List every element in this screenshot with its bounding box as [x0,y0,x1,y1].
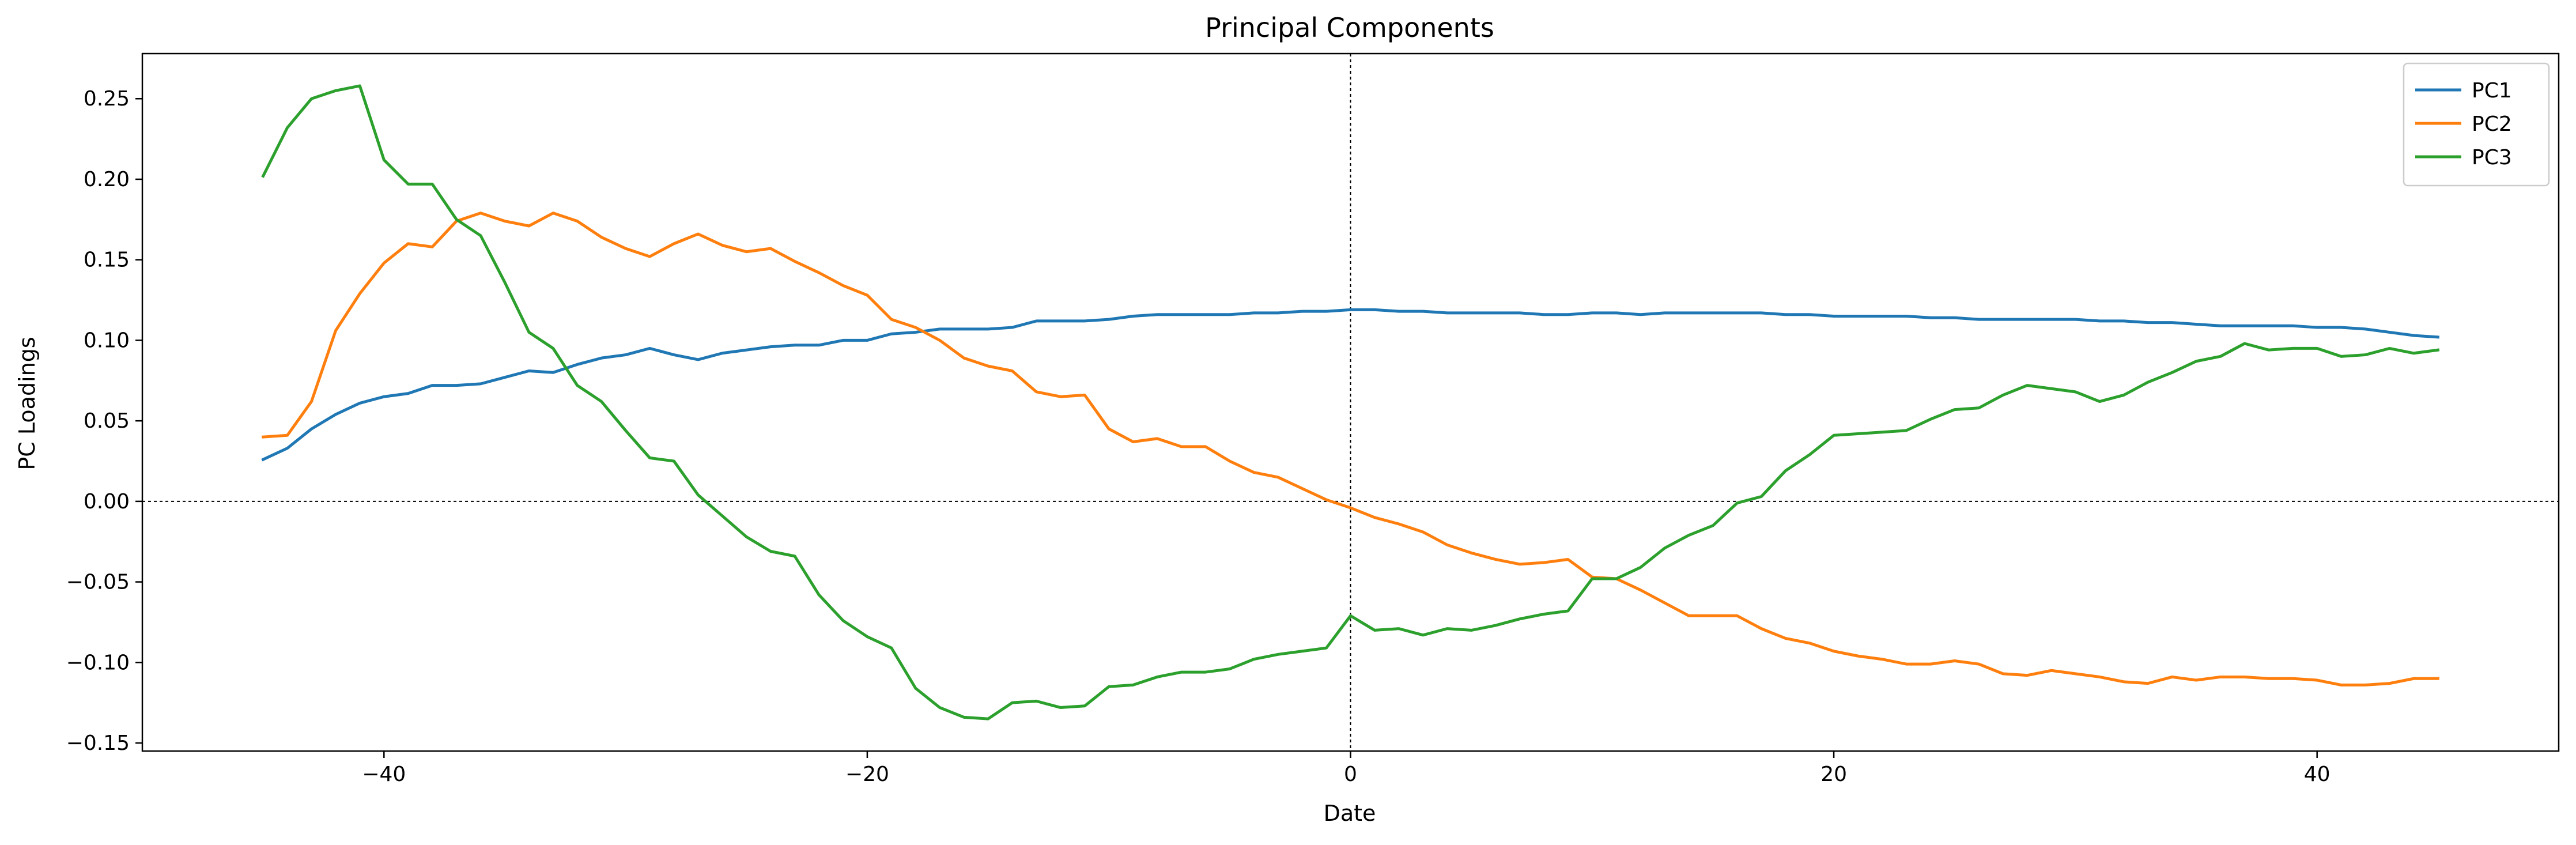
x-tick-label: 0 [1344,763,1357,786]
chart-title: Principal Components [1205,12,1494,43]
x-tick-label: −20 [845,763,889,786]
x-axis-label: Date [1324,801,1376,826]
y-tick-label: −0.10 [66,651,130,674]
plot-area [142,54,2559,751]
series-line-pc1 [261,308,2440,462]
y-tick-label: 0.20 [84,168,130,191]
x-tick-label: 40 [2304,763,2331,786]
axis-ticks: −40 −20 0 20 40 −0.15 −0.10 −0.05 0.00 0.05 0.10 0.… [66,87,2331,786]
legend: PC1 PC2 PC3 [2403,62,2550,187]
y-tick-label: −0.05 [66,571,130,594]
y-tick-label: 0.05 [84,409,130,433]
x-tick-label: −40 [362,763,406,786]
x-tick-label: 20 [1820,763,1847,786]
legend-label-pc3: PC3 [2472,146,2512,169]
y-tick-label: 0.00 [84,490,130,514]
legend-label-pc2: PC2 [2472,112,2512,136]
y-tick-label: 0.25 [84,87,130,111]
series-line-pc3 [261,84,2440,720]
legend-box [2403,62,2550,187]
legend-label-pc1: PC1 [2472,79,2512,103]
series-line-pc2 [261,212,2439,686]
y-tick-label: 0.10 [84,329,130,352]
y-tick-label: 0.15 [84,248,130,272]
y-tick-label: −0.15 [66,731,130,755]
y-axis-label: PC Loadings [14,337,40,470]
